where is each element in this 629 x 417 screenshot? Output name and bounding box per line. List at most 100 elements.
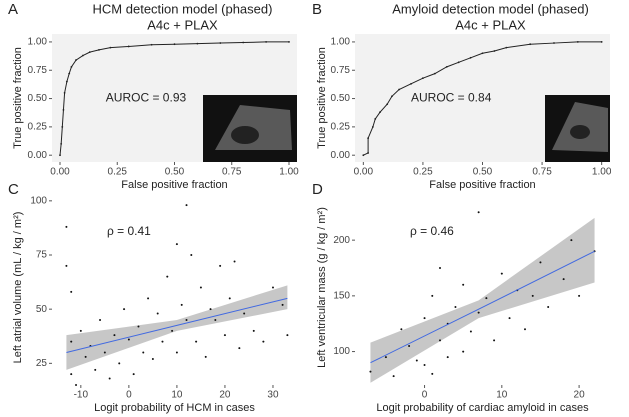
panel-label: D: [312, 181, 323, 198]
y-tick-label: 75: [36, 250, 48, 261]
annotation: AUROC = 0.84: [411, 91, 492, 105]
annotation: ρ = 0.46: [410, 224, 454, 238]
roc-point: [553, 42, 555, 44]
point: [219, 264, 222, 267]
point: [180, 303, 183, 306]
point: [118, 362, 121, 365]
roc-point: [379, 111, 381, 114]
roc-point: [68, 72, 71, 75]
point: [462, 350, 465, 353]
panel-label: C: [8, 181, 19, 198]
point: [431, 294, 434, 297]
point: [531, 294, 534, 297]
point: [75, 384, 78, 386]
x-tick-label: 20: [574, 390, 586, 401]
point: [547, 306, 550, 308]
x-tick-label: 0.00: [354, 167, 374, 178]
point: [286, 334, 289, 337]
point: [175, 351, 178, 354]
point: [281, 303, 284, 306]
roc-point: [371, 125, 374, 128]
x-axis-title: Logit probability of HCM in cases: [94, 402, 255, 414]
y-axis-title: Left ventricular mass (g / kg / m²): [316, 207, 328, 368]
y-tick-label: 0.50: [331, 93, 351, 104]
point: [171, 329, 174, 332]
point: [477, 311, 480, 314]
roc-point: [505, 46, 508, 49]
point: [262, 340, 265, 343]
x-tick-label: 0.00: [50, 167, 70, 178]
roc-point: [481, 52, 484, 55]
point: [228, 297, 231, 300]
x-axis-title: Logit probability of cardiac amyloid in …: [376, 402, 589, 414]
point: [175, 243, 178, 246]
point: [454, 306, 457, 308]
x-tick-label: 0: [126, 390, 132, 401]
roc-point: [445, 65, 448, 68]
roc-point: [82, 54, 84, 57]
point: [209, 308, 212, 311]
chart-title: HCM detection model (phased): [93, 1, 273, 16]
y-tick-label: 200: [333, 235, 350, 246]
point: [142, 351, 145, 354]
x-tick-label: 0.50: [165, 167, 185, 178]
roc-point: [362, 154, 365, 157]
roc-point: [98, 48, 100, 51]
point: [238, 347, 241, 350]
y-tick-label: 0.00: [28, 150, 48, 161]
point: [469, 330, 472, 333]
roc-point: [391, 95, 393, 98]
point: [252, 329, 255, 332]
x-tick-label: 1.00: [592, 167, 612, 178]
roc-point: [600, 41, 603, 43]
roc-point: [529, 43, 532, 46]
x-tick-label: 0.75: [222, 167, 242, 178]
point: [147, 297, 150, 300]
point: [400, 328, 403, 331]
x-tick-label: 10: [171, 390, 183, 401]
x-tick-label: 20: [219, 390, 231, 401]
x-tick-label: 30: [267, 390, 279, 401]
chart-subtitle: A4c + PLAX: [147, 17, 218, 32]
y-axis-title: True positive fraction: [12, 47, 24, 149]
roc-point: [173, 43, 176, 46]
point: [151, 358, 154, 360]
point: [578, 294, 581, 297]
point: [127, 338, 130, 341]
point: [243, 312, 246, 315]
roc-point: [367, 152, 370, 154]
roc-point: [65, 80, 68, 83]
roc-point: [127, 45, 130, 48]
annotation: ρ = 0.41: [107, 224, 151, 238]
fit-line: [66, 297, 288, 353]
roc-point: [457, 61, 460, 64]
point: [99, 319, 102, 321]
roc-point: [63, 92, 66, 94]
roc-point: [196, 42, 199, 45]
roc-point: [242, 41, 245, 44]
roc-point: [70, 65, 73, 68]
chart-title: Amyloid detection model (phased): [392, 1, 589, 16]
point: [70, 290, 73, 293]
x-axis-title: False positive fraction: [121, 179, 227, 191]
point: [190, 254, 193, 256]
x-tick-label: 0.25: [108, 167, 128, 178]
y-tick-label: 1.00: [331, 37, 351, 48]
point: [199, 286, 202, 289]
roc-point: [433, 72, 436, 75]
roc-point: [88, 51, 91, 54]
annotation: AUROC = 0.93: [106, 91, 187, 105]
point: [415, 359, 418, 362]
roc-point: [75, 59, 77, 61]
fit-line: [370, 250, 595, 364]
point: [500, 272, 503, 275]
x-tick-label: 0.50: [473, 167, 493, 178]
point: [108, 377, 111, 380]
panel-label: B: [312, 1, 322, 18]
point: [439, 339, 441, 342]
roc-point: [469, 56, 472, 59]
roc-point: [386, 103, 389, 106]
point: [392, 375, 395, 378]
point: [84, 355, 87, 358]
point: [94, 368, 97, 371]
